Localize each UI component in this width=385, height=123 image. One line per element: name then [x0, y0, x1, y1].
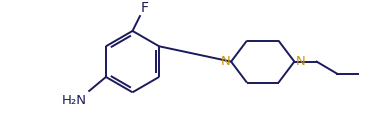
- Text: F: F: [141, 1, 149, 15]
- Text: N: N: [221, 55, 230, 68]
- Text: N: N: [295, 55, 305, 68]
- Text: H₂N: H₂N: [61, 94, 86, 107]
